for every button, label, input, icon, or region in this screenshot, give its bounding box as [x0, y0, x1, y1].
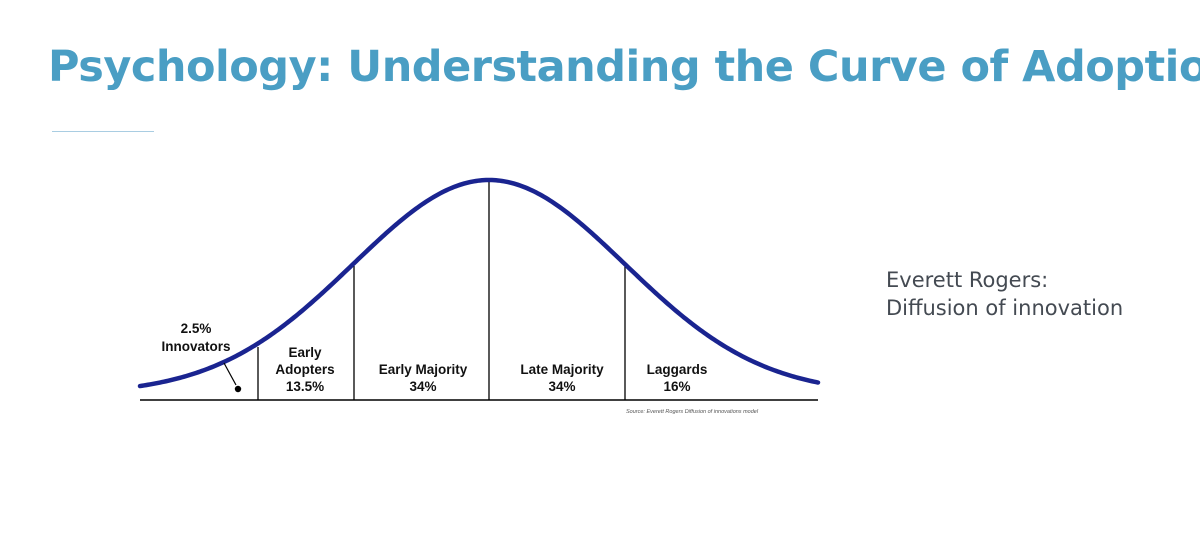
laggards-percent: 16% [663, 379, 690, 394]
early-adopters-name-2: Adopters [275, 362, 334, 377]
label-late-majority: Late Majority 34% [520, 362, 604, 394]
bell-curve [137, 177, 821, 389]
early-majority-percent: 34% [409, 379, 436, 394]
late-majority-name: Late Majority [520, 362, 604, 377]
label-early-adopters: Early Adopters 13.5% [275, 345, 334, 394]
side-note-line-1: Everett Rogers: [886, 268, 1049, 292]
laggards-name: Laggards [647, 362, 708, 377]
early-adopters-percent: 13.5% [286, 379, 324, 394]
label-early-majority: Early Majority 34% [379, 362, 468, 394]
early-majority-name: Early Majority [379, 362, 468, 377]
title-underline [52, 131, 154, 132]
side-note-line-2: Diffusion of innovation [886, 296, 1124, 320]
early-adopters-name-1: Early [288, 345, 322, 360]
late-majority-percent: 34% [548, 379, 575, 394]
innovators-pointer [223, 362, 237, 386]
source-note: Source: Everett Rogers Diffusion of inno… [626, 409, 759, 415]
innovators-dot [234, 385, 242, 393]
label-innovators: 2.5% Innovators [161, 321, 230, 354]
side-note: Everett Rogers: Diffusion of innovation [886, 266, 1123, 322]
innovators-name: Innovators [161, 339, 230, 354]
page-title: Psychology: Understanding the Curve of A… [48, 42, 1200, 92]
innovators-percent: 2.5% [181, 321, 212, 336]
label-laggards: Laggards 16% [647, 362, 708, 394]
